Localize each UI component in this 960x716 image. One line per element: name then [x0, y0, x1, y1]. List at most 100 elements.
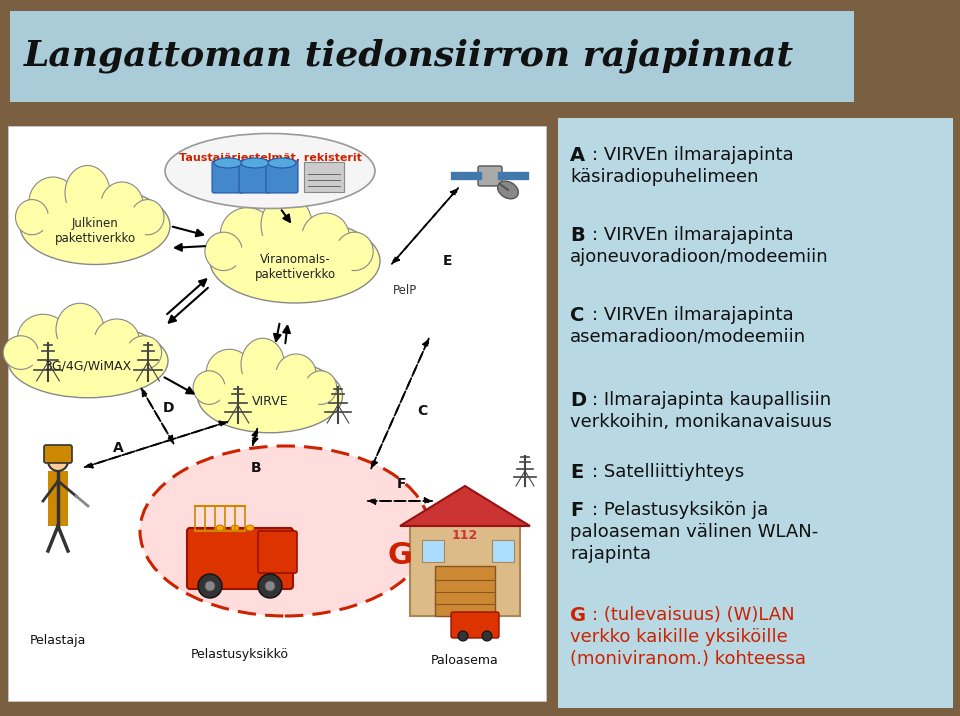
Ellipse shape: [198, 359, 343, 432]
Text: G: G: [388, 541, 413, 571]
Ellipse shape: [206, 349, 252, 397]
FancyBboxPatch shape: [451, 612, 499, 638]
FancyBboxPatch shape: [558, 118, 953, 708]
Text: verkkoihin, monikanavaisuus: verkkoihin, monikanavaisuus: [570, 413, 832, 431]
Text: asemaradioon/modeemiin: asemaradioon/modeemiin: [570, 328, 806, 346]
Ellipse shape: [65, 165, 110, 221]
Text: E: E: [570, 463, 584, 482]
FancyBboxPatch shape: [492, 540, 514, 562]
Text: ajoneuvoradioon/modeemiin: ajoneuvoradioon/modeemiin: [570, 248, 828, 266]
FancyBboxPatch shape: [422, 540, 444, 562]
Ellipse shape: [458, 631, 468, 641]
FancyBboxPatch shape: [478, 166, 502, 186]
Text: PelP: PelP: [393, 284, 418, 297]
Ellipse shape: [301, 213, 349, 261]
Text: 3G/4G/WiMAX: 3G/4G/WiMAX: [44, 359, 132, 373]
Text: G: G: [570, 606, 587, 625]
Text: (moniviranom.) kohteessa: (moniviranom.) kohteessa: [570, 650, 806, 668]
Ellipse shape: [48, 451, 68, 471]
FancyBboxPatch shape: [266, 161, 298, 193]
Text: ViranomaIs-
pakettiverkko: ViranomaIs- pakettiverkko: [254, 253, 336, 281]
Ellipse shape: [219, 369, 321, 422]
FancyBboxPatch shape: [187, 528, 293, 589]
Text: : VIRVEn ilmarajapinta: : VIRVEn ilmarajapinta: [592, 146, 794, 164]
Ellipse shape: [276, 354, 317, 396]
Ellipse shape: [42, 198, 148, 253]
Text: paloaseman välinen WLAN-: paloaseman välinen WLAN-: [570, 523, 818, 541]
Text: B: B: [251, 461, 261, 475]
Text: : Pelastusyksikön ja: : Pelastusyksikön ja: [592, 501, 768, 519]
Text: 112: 112: [452, 530, 478, 543]
Ellipse shape: [29, 177, 77, 226]
Text: : VIRVEn ilmarajapinta: : VIRVEn ilmarajapinta: [592, 306, 794, 324]
Ellipse shape: [210, 219, 380, 303]
Ellipse shape: [261, 195, 312, 255]
Ellipse shape: [17, 314, 69, 362]
Text: Langattoman tiedonsiirron rajapinnat: Langattoman tiedonsiirron rajapinnat: [24, 38, 794, 73]
Ellipse shape: [220, 208, 275, 261]
Ellipse shape: [216, 525, 224, 531]
Text: : VIRVEn ilmarajapinta: : VIRVEn ilmarajapinta: [592, 226, 794, 244]
Text: : Satelliittiyhteys: : Satelliittiyhteys: [592, 463, 744, 481]
Ellipse shape: [258, 574, 282, 598]
Ellipse shape: [193, 371, 225, 405]
Ellipse shape: [101, 182, 143, 226]
Text: A: A: [112, 441, 124, 455]
FancyBboxPatch shape: [239, 161, 271, 193]
Ellipse shape: [15, 200, 49, 235]
Text: Julkinen
pakettiverkko: Julkinen pakettiverkko: [55, 218, 135, 246]
Ellipse shape: [336, 232, 373, 271]
Text: C: C: [570, 306, 585, 325]
Ellipse shape: [205, 581, 215, 591]
Text: A: A: [570, 146, 586, 165]
Text: verkko kaikille yksiköille: verkko kaikille yksiköille: [570, 628, 788, 646]
Text: käsiradiopuhelimeen: käsiradiopuhelimeen: [570, 168, 758, 186]
FancyBboxPatch shape: [10, 11, 854, 102]
FancyBboxPatch shape: [435, 566, 495, 616]
FancyBboxPatch shape: [258, 531, 297, 573]
Ellipse shape: [231, 525, 239, 531]
Text: Taustajärjestelmät, rekisterit: Taustajärjestelmät, rekisterit: [179, 153, 361, 163]
FancyBboxPatch shape: [8, 126, 546, 701]
Ellipse shape: [198, 574, 222, 598]
Text: : Ilmarajapinta kaupallisiin: : Ilmarajapinta kaupallisiin: [592, 391, 831, 409]
Ellipse shape: [204, 232, 242, 271]
Ellipse shape: [214, 158, 242, 168]
Ellipse shape: [241, 158, 269, 168]
Text: rajapinta: rajapinta: [570, 545, 651, 563]
Text: Paloasema: Paloasema: [431, 654, 499, 667]
Ellipse shape: [20, 188, 170, 264]
Ellipse shape: [246, 525, 254, 531]
Ellipse shape: [235, 231, 354, 291]
Text: VIRVE: VIRVE: [252, 395, 288, 407]
Text: C: C: [417, 404, 427, 418]
Text: Pelastaja: Pelastaja: [30, 634, 86, 647]
Text: F: F: [397, 477, 407, 491]
Ellipse shape: [165, 133, 375, 208]
Ellipse shape: [140, 446, 430, 616]
Ellipse shape: [305, 371, 337, 405]
Ellipse shape: [131, 200, 164, 235]
Ellipse shape: [241, 338, 284, 391]
Text: Pelastusyksikkö: Pelastusyksikkö: [191, 648, 289, 661]
Text: E: E: [444, 254, 453, 268]
Text: D: D: [570, 391, 587, 410]
Polygon shape: [400, 486, 530, 526]
Ellipse shape: [265, 581, 275, 591]
FancyBboxPatch shape: [48, 471, 68, 526]
Text: F: F: [570, 501, 584, 520]
Ellipse shape: [8, 324, 168, 398]
Ellipse shape: [127, 336, 161, 369]
Ellipse shape: [497, 181, 518, 199]
Ellipse shape: [3, 336, 38, 369]
Ellipse shape: [32, 335, 144, 387]
Ellipse shape: [268, 158, 296, 168]
FancyBboxPatch shape: [212, 161, 244, 193]
FancyBboxPatch shape: [304, 162, 344, 192]
FancyBboxPatch shape: [410, 526, 520, 616]
Ellipse shape: [482, 631, 492, 641]
Ellipse shape: [94, 319, 139, 361]
Text: B: B: [570, 226, 585, 245]
Ellipse shape: [56, 304, 104, 356]
Text: : (tulevaisuus) (W)LAN: : (tulevaisuus) (W)LAN: [592, 606, 795, 624]
